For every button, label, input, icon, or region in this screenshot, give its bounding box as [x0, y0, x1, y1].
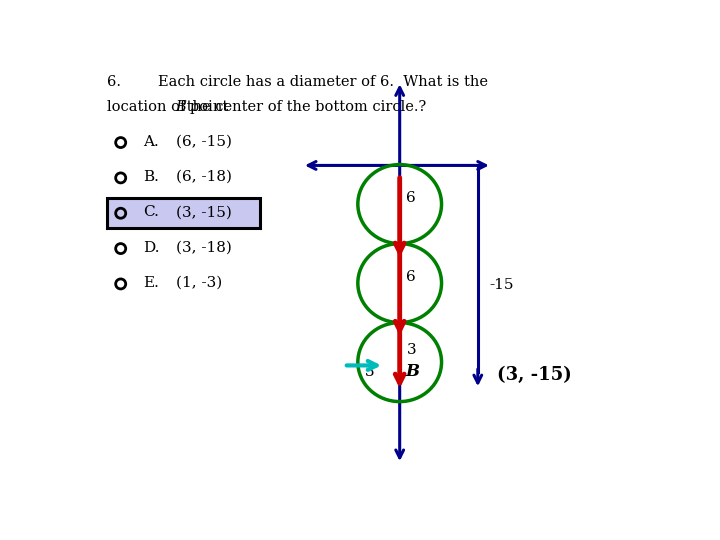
Text: -15: -15	[489, 278, 513, 292]
FancyBboxPatch shape	[107, 198, 260, 228]
Text: the center of the bottom circle.?: the center of the bottom circle.?	[181, 100, 426, 114]
Text: D.: D.	[143, 241, 160, 255]
Text: location of point: location of point	[107, 100, 233, 114]
Text: 6: 6	[406, 270, 416, 284]
Text: (3, -15): (3, -15)	[498, 366, 572, 383]
Text: E.: E.	[143, 276, 159, 290]
Text: A.: A.	[143, 134, 158, 149]
Text: B: B	[405, 363, 419, 380]
Text: C.: C.	[143, 205, 159, 219]
Text: 3: 3	[365, 364, 374, 379]
Text: (3, -15): (3, -15)	[176, 205, 233, 219]
Text: 3: 3	[406, 342, 416, 356]
Text: (6, -15): (6, -15)	[176, 134, 233, 149]
Text: B: B	[175, 100, 186, 114]
Text: 6.        Each circle has a diameter of 6.  What is the: 6. Each circle has a diameter of 6. What…	[107, 75, 487, 89]
Text: (6, -18): (6, -18)	[176, 170, 233, 184]
Text: (3, -18): (3, -18)	[176, 241, 233, 255]
Text: 6: 6	[406, 191, 416, 205]
Text: B.: B.	[143, 170, 159, 184]
Text: (1, -3): (1, -3)	[176, 276, 222, 290]
